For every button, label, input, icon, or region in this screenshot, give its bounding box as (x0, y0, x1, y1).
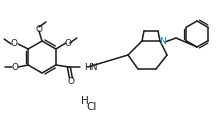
Text: Cl: Cl (87, 102, 97, 112)
Text: O: O (36, 25, 43, 35)
Text: H: H (81, 96, 89, 106)
Text: O: O (64, 39, 71, 47)
Text: O: O (67, 77, 74, 87)
Text: O: O (12, 62, 19, 72)
Text: N: N (159, 38, 165, 46)
Text: O: O (11, 40, 18, 49)
Text: HN: HN (84, 62, 97, 72)
